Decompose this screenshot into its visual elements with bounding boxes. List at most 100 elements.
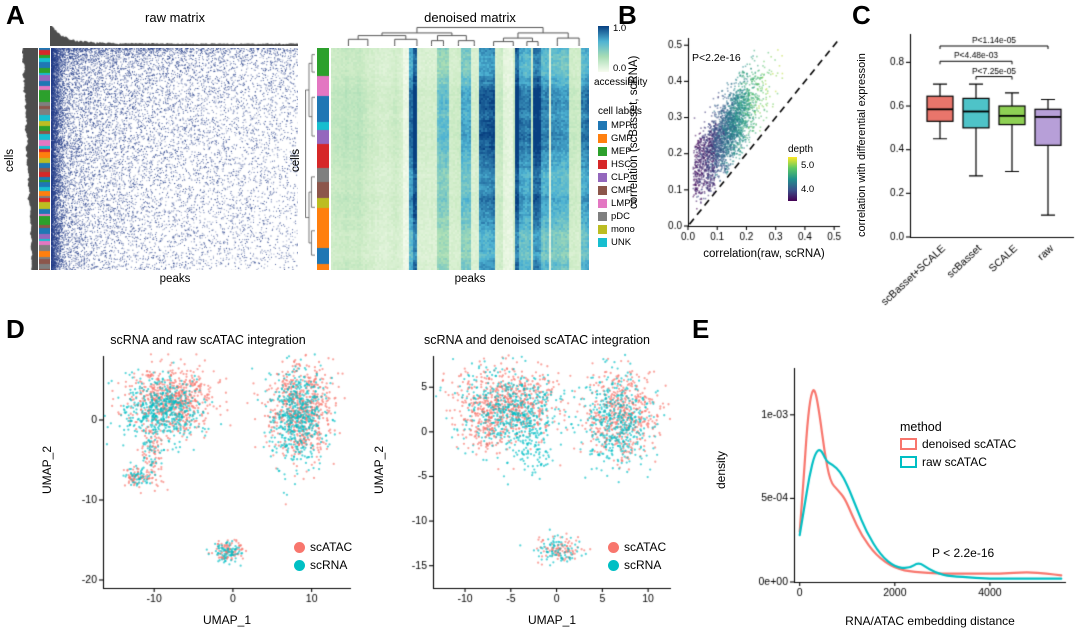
accessibility-colorbar-title: accessibility xyxy=(594,77,648,88)
legend-item: scRNA xyxy=(294,558,352,572)
legend-item: denoised scATAC xyxy=(900,437,1016,451)
raw-matrix-title: raw matrix xyxy=(145,10,205,25)
depth-legend-title: depth xyxy=(788,144,814,155)
legend-label: scRNA xyxy=(310,558,348,572)
legend-label: mono xyxy=(611,224,635,235)
density-plot-canvas xyxy=(736,352,1080,614)
panel-b-pvalue-annotation: P<2.2e-16 xyxy=(692,52,741,64)
accessibility-colorbar: 1.0 0.0 accessibility xyxy=(594,23,647,88)
legend-label: scRNA xyxy=(624,558,662,572)
umap-raw-legend: scATAC scRNA xyxy=(294,540,352,576)
panel-a-label: A xyxy=(6,0,25,30)
umap-denoised-xlabel: UMAP_1 xyxy=(527,613,577,627)
panel-d-label: D xyxy=(6,314,25,344)
legend-swatch xyxy=(598,238,607,247)
legend-label: CLP xyxy=(611,172,630,183)
legend-swatch xyxy=(598,212,607,221)
legend-swatch xyxy=(608,541,619,553)
legend-label: LMPP xyxy=(611,198,637,209)
cell-labels-legend-title: cell labels xyxy=(598,106,642,117)
denoised-matrix-heatmap-canvas xyxy=(331,48,589,270)
umap-denoised-title: scRNA and denoised scATAC integration xyxy=(423,333,651,347)
correlation-scatter-canvas xyxy=(648,18,848,263)
legend-item: scATAC xyxy=(294,540,352,554)
panel-b-ylabel: correlation (scBasset, scRNA) xyxy=(628,55,640,209)
denoised-matrix-xlabel: peaks xyxy=(454,273,486,285)
legend-item: pDC xyxy=(598,211,642,222)
legend-label: UNK xyxy=(611,237,632,248)
method-legend-title: method xyxy=(900,420,942,434)
legend-label: MEP xyxy=(611,146,632,157)
denoised-matrix-cell-label-strip xyxy=(317,48,329,270)
panel-e-xlabel: RNA/ATAC embedding distance xyxy=(845,614,1015,628)
legend-item: LMPP xyxy=(598,198,642,209)
legend-swatch xyxy=(900,456,917,468)
denoised-matrix-column-dendrogram xyxy=(338,26,590,46)
cell-labels-legend-items: MPP GMP MEP HSC CLP CMP LMPP pDC mono UNK xyxy=(598,120,642,248)
raw-matrix-heatmap-canvas xyxy=(51,48,298,270)
legend-item: raw scATAC xyxy=(900,455,1016,469)
panel-c-label: C xyxy=(852,0,871,30)
legend-item: CLP xyxy=(598,172,642,183)
legend-swatch xyxy=(608,559,619,571)
accessibility-colorbar-tick-low: 0.0 xyxy=(613,63,627,74)
legend-item: UNK xyxy=(598,237,642,248)
legend-swatch xyxy=(598,147,607,156)
legend-label: pDC xyxy=(611,211,631,222)
denoised-matrix-row-dendrogram xyxy=(305,48,315,270)
legend-label: GMP xyxy=(611,133,633,144)
legend-swatch xyxy=(598,160,607,169)
panel-e-pvalue-annotation: P < 2.2e-16 xyxy=(932,546,995,560)
legend-item: CMP xyxy=(598,185,642,196)
legend-swatch xyxy=(598,173,607,182)
umap-raw-xlabel: UMAP_1 xyxy=(202,613,252,627)
denoised-matrix-title: denoised matrix xyxy=(424,10,516,25)
accessibility-colorbar-gradient xyxy=(598,26,609,72)
umap-raw-ylabel: UMAP_2 xyxy=(40,445,54,495)
umap-denoised-legend-items: scATAC scRNA xyxy=(608,540,666,572)
legend-item: scATAC xyxy=(608,540,666,554)
method-legend-items: denoised scATAC raw scATAC xyxy=(900,437,1016,469)
legend-swatch xyxy=(598,134,607,143)
umap-raw-title: scRNA and raw scATAC integration xyxy=(110,333,306,347)
method-legend: method denoised scATAC raw scATAC xyxy=(900,420,1016,473)
legend-swatch xyxy=(598,199,607,208)
legend-label: HSC xyxy=(611,159,632,170)
raw-matrix-top-density-silhouette xyxy=(50,26,298,46)
depth-legend: depth 5.0 4.0 xyxy=(788,144,815,201)
raw-matrix-cell-label-strip xyxy=(39,48,50,270)
legend-label: denoised scATAC xyxy=(922,437,1017,451)
cell-labels-legend: cell labels MPP GMP MEP HSC CLP CMP LMPP pDC mon… xyxy=(598,106,642,250)
umap-raw-legend-items: scATAC scRNA xyxy=(294,540,352,572)
legend-label: MPP xyxy=(611,120,632,131)
legend-item: HSC xyxy=(598,159,642,170)
depth-tick-low: 4.0 xyxy=(801,184,815,195)
legend-label: scATAC xyxy=(310,540,353,554)
raw-matrix-ylabel: cells xyxy=(4,148,16,172)
panel-e-ylabel: density xyxy=(714,450,728,490)
panel-c-ylabel: correlation with differential expressoin xyxy=(856,53,868,237)
depth-colorbar-gradient xyxy=(788,157,797,201)
legend-swatch xyxy=(598,121,607,130)
boxplot-canvas xyxy=(876,12,1080,317)
denoised-matrix-ylabel: cells xyxy=(290,148,302,172)
legend-item: scRNA xyxy=(608,558,666,572)
legend-swatch xyxy=(598,225,607,234)
panel-b-label: B xyxy=(618,0,637,30)
legend-swatch xyxy=(598,186,607,195)
legend-label: raw scATAC xyxy=(922,455,987,469)
panel-b-xlabel: correlation(raw, scRNA) xyxy=(703,248,825,260)
panel-e-label: E xyxy=(692,314,710,344)
umap-denoised-canvas xyxy=(389,348,685,610)
umap-raw-canvas xyxy=(58,348,358,610)
legend-item: MEP xyxy=(598,146,642,157)
legend-item: GMP xyxy=(598,133,642,144)
depth-tick-high: 5.0 xyxy=(801,160,815,171)
legend-item: MPP xyxy=(598,120,642,131)
legend-label: scATAC xyxy=(624,540,667,554)
raw-matrix-xlabel: peaks xyxy=(159,273,191,285)
raw-matrix-left-density-silhouette xyxy=(22,48,38,270)
umap-denoised-legend: scATAC scRNA xyxy=(608,540,666,576)
umap-denoised-ylabel: UMAP_2 xyxy=(372,445,386,495)
